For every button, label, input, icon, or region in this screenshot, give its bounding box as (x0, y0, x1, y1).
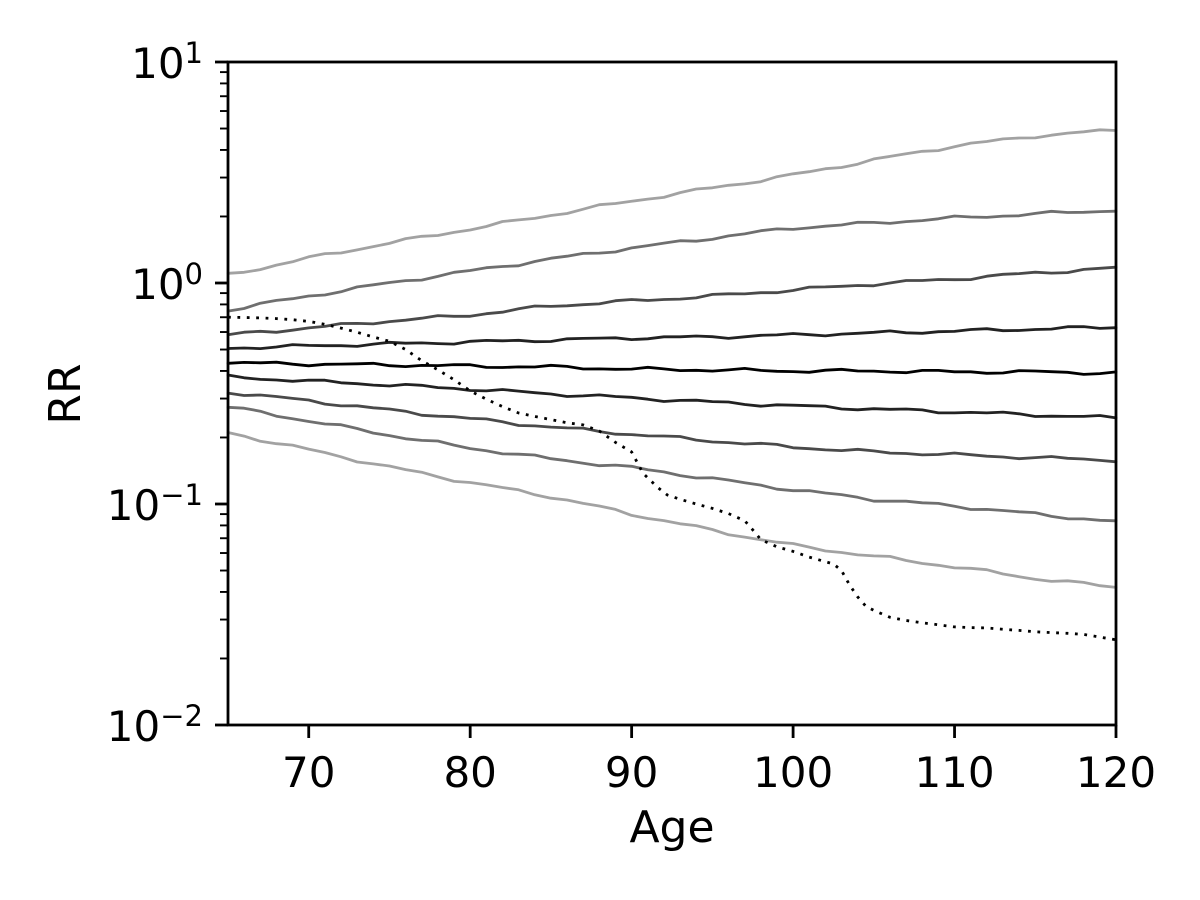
y-tick-label: 10−1 (107, 478, 203, 530)
series-solid-3 (226, 265, 1118, 337)
x-tick-label: 110 (914, 748, 994, 797)
series-solid-6 (226, 373, 1118, 420)
series-solid-8 (226, 405, 1118, 523)
x-axis: 70 80 90 100 110 120 (282, 725, 1156, 797)
series-solid-2 (226, 209, 1118, 313)
series-solid-4 (226, 325, 1118, 350)
x-tick-label: 90 (605, 748, 658, 797)
series-group (226, 128, 1118, 642)
series-solid-1-top-lightest (226, 128, 1118, 275)
plot-border (226, 60, 1118, 727)
y-tick-label: 101 (131, 36, 203, 88)
x-axis-label: Age (629, 802, 715, 853)
series-solid-5-median-black (226, 360, 1118, 376)
x-tick-label: 70 (282, 748, 335, 797)
y-tick-label: 10−2 (107, 699, 203, 751)
x-tick-label: 120 (1076, 748, 1156, 797)
series-solid-7 (226, 391, 1118, 464)
y-tick-label: 100 (131, 257, 203, 309)
y-axis: 101 100 10−1 10−2 (107, 36, 228, 751)
series-solid-9-bottom-lightest (226, 431, 1118, 589)
series-dotted-observed (227, 315, 1117, 642)
x-tick-label: 80 (443, 748, 496, 797)
x-tick-label: 100 (753, 748, 833, 797)
y-axis-label: RR (40, 363, 91, 425)
